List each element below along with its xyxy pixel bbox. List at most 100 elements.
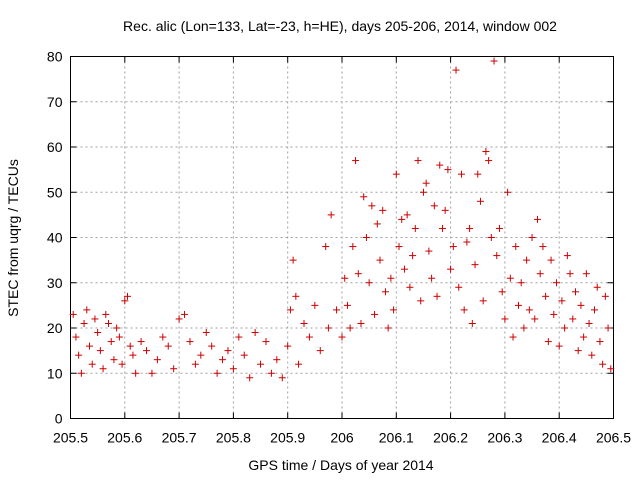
- data-point: [487, 234, 495, 241]
- y-axis-label: STEC from uqrg / TECUs: [5, 159, 21, 317]
- data-point: [99, 365, 107, 373]
- y-tick-label: 10: [47, 365, 63, 381]
- data-point: [124, 292, 132, 300]
- data-point: [498, 288, 506, 296]
- data-point: [126, 342, 134, 350]
- chart-title: Rec. alic (Lon=133, Lat=-23, h=HE), days…: [123, 18, 557, 34]
- data-point: [533, 215, 541, 223]
- data-point: [213, 369, 221, 377]
- data-point: [305, 333, 313, 341]
- data-point: [164, 342, 172, 350]
- data-point: [474, 170, 482, 178]
- data-point: [552, 279, 560, 287]
- data-point: [292, 292, 300, 300]
- data-point: [181, 310, 189, 318]
- data-point: [542, 292, 550, 300]
- data-point: [547, 256, 555, 264]
- data-point: [137, 338, 145, 346]
- data-point: [357, 319, 365, 327]
- data-point: [580, 333, 588, 341]
- data-point: [531, 315, 539, 323]
- x-tick-label: 206.1: [379, 430, 414, 446]
- data-point: [601, 292, 609, 300]
- data-point: [441, 206, 449, 214]
- data-point: [333, 306, 341, 314]
- data-point: [569, 315, 577, 323]
- data-point: [582, 270, 590, 278]
- data-point: [170, 365, 178, 373]
- data-point: [316, 347, 324, 355]
- data-point: [278, 374, 286, 382]
- data-points: [69, 57, 615, 382]
- data-point: [447, 265, 455, 273]
- data-point: [512, 243, 520, 251]
- data-point: [436, 161, 444, 169]
- data-point: [110, 356, 118, 364]
- data-point: [346, 324, 354, 332]
- x-tick-label: 205.6: [107, 430, 142, 446]
- data-point: [539, 243, 547, 251]
- x-tick-label: 205.8: [216, 430, 251, 446]
- data-point: [273, 356, 281, 364]
- data-point: [433, 292, 441, 300]
- data-point: [514, 301, 522, 309]
- data-point: [235, 333, 243, 341]
- data-point: [409, 252, 417, 260]
- x-tick-label: 206: [330, 430, 354, 446]
- data-point: [590, 306, 598, 314]
- data-point: [360, 193, 368, 201]
- data-point: [525, 306, 533, 314]
- data-point: [425, 247, 433, 255]
- y-tick-label: 70: [47, 94, 63, 110]
- data-point: [528, 234, 536, 241]
- data-point: [343, 301, 351, 309]
- data-point: [186, 338, 194, 346]
- data-point: [555, 342, 563, 350]
- data-point: [466, 224, 474, 232]
- data-point: [86, 342, 94, 350]
- data-point: [96, 347, 104, 355]
- data-point: [75, 351, 83, 359]
- data-point: [368, 202, 376, 210]
- x-tick-label: 205.9: [270, 430, 305, 446]
- data-point: [246, 374, 254, 382]
- data-point: [392, 170, 400, 178]
- data-point: [354, 270, 362, 278]
- data-point: [571, 288, 579, 296]
- data-point: [352, 157, 360, 165]
- data-point: [482, 148, 490, 156]
- data-point: [80, 319, 88, 327]
- data-point: [561, 324, 569, 332]
- data-point: [520, 324, 528, 332]
- data-point: [479, 297, 487, 305]
- data-point: [83, 306, 91, 314]
- data-point: [224, 347, 232, 355]
- data-point: [384, 324, 392, 332]
- data-point: [422, 179, 430, 187]
- data-point: [121, 297, 129, 305]
- data-point: [113, 324, 121, 332]
- y-tick-label: 60: [47, 139, 63, 155]
- data-point: [267, 369, 275, 377]
- y-tick-label: 50: [47, 184, 63, 200]
- data-point: [452, 66, 460, 74]
- data-point: [94, 329, 102, 337]
- data-point: [286, 306, 294, 314]
- y-tick-label: 40: [47, 230, 63, 246]
- data-point: [132, 369, 140, 377]
- data-point: [400, 265, 408, 273]
- data-point: [341, 274, 349, 282]
- data-point: [536, 270, 544, 278]
- data-point: [607, 365, 615, 373]
- data-point: [371, 310, 379, 318]
- data-point: [295, 360, 303, 368]
- data-point: [105, 319, 113, 327]
- data-point: [107, 338, 115, 346]
- data-point: [338, 333, 346, 341]
- data-point: [585, 319, 593, 327]
- data-point: [219, 356, 227, 364]
- data-point: [102, 310, 110, 318]
- data-point: [495, 224, 503, 232]
- y-tick-label: 30: [47, 275, 63, 291]
